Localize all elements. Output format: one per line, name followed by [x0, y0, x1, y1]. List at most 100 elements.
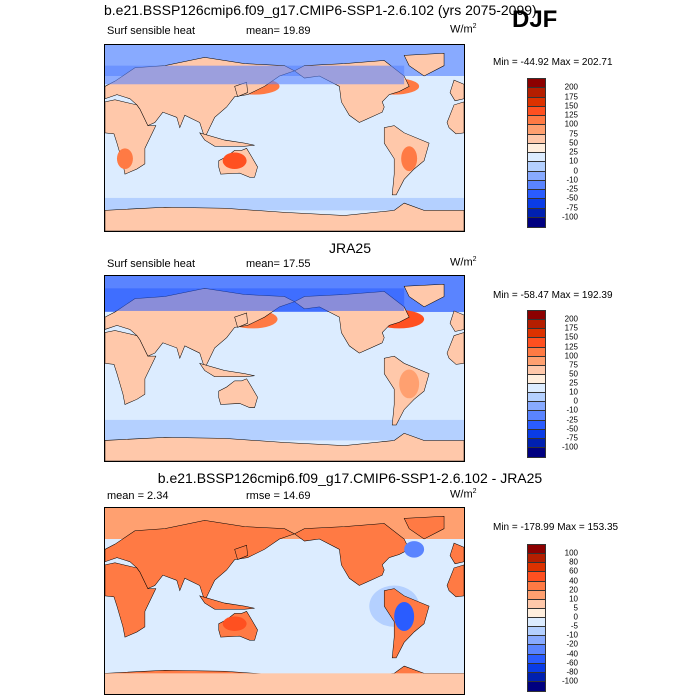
colorbar-label: 150	[564, 101, 578, 111]
colorbar-label: -10	[566, 175, 578, 185]
panel1-map	[104, 44, 465, 232]
colorbar-box	[528, 329, 545, 339]
colorbar-label: 0	[573, 166, 578, 175]
colorbar-label: 75	[569, 129, 578, 138]
panel1-colorbar-labels: 200 175 150 125 100 75 50 25 10 0 -10 -25 -50 -75 -100	[548, 78, 578, 226]
colorbar-box	[528, 162, 545, 172]
colorbar-label: -100	[561, 676, 578, 686]
colorbar-box	[528, 97, 545, 107]
colorbar-box	[528, 447, 545, 457]
colorbar-label: 125	[564, 342, 578, 351]
panel2-minmax: Min = -58.47 Max = 192.39	[493, 290, 613, 301]
colorbar-label: 100	[564, 119, 578, 129]
colorbar-label: 25	[569, 147, 578, 157]
colorbar-label: -10	[566, 630, 578, 640]
colorbar-label: 25	[569, 378, 578, 388]
panel2-colorbar	[527, 310, 546, 458]
colorbar-box	[528, 106, 545, 116]
colorbar-box	[528, 393, 545, 403]
colorbar-box	[528, 365, 545, 375]
units-text: W/m	[450, 256, 473, 269]
colorbar-label: -20	[566, 639, 578, 649]
season-label: DJF	[512, 6, 558, 33]
colorbar-label: -50	[566, 424, 578, 434]
colorbar-label: 100	[564, 548, 578, 558]
colorbar-label: -80	[566, 667, 578, 677]
colorbar-label: -25	[566, 184, 578, 194]
units-exponent: 2	[472, 488, 477, 495]
colorbar-label: -75	[566, 203, 578, 212]
colorbar-box	[528, 347, 545, 357]
colorbar-label: -75	[566, 433, 578, 443]
colorbar-label: 175	[564, 92, 578, 101]
panel1-units: W/m2	[450, 23, 477, 36]
panel2-colorbar-labels: 200 175 150 125 100 75 50 25 10 0 -10 -25 -50 -75 -100	[548, 310, 578, 456]
colorbar-box	[528, 311, 545, 321]
colorbar-box	[528, 134, 545, 144]
colorbar-box	[528, 384, 545, 394]
colorbar-box	[528, 356, 545, 366]
panel2-title: JRA25	[328, 240, 372, 256]
colorbar-label: 10	[569, 387, 578, 397]
colorbar-label: 80	[569, 557, 578, 567]
colorbar-label: 0	[573, 396, 578, 406]
panel1-colorbar	[527, 78, 546, 228]
colorbar-label: 175	[564, 323, 578, 333]
panel3-colorbar-labels: 100 80 60 40 20 10 5 0 -5 -10 -20 -40 -60 -80 -100	[548, 544, 578, 690]
panel3-colorbar	[527, 544, 546, 692]
colorbar-label: 200	[564, 82, 578, 92]
colorbar-label: -100	[561, 212, 578, 222]
colorbar-box	[528, 143, 545, 153]
colorbar-box	[528, 374, 545, 384]
panel1-variable-label: Surf sensible heat	[107, 25, 196, 37]
panel3-rmse: rmse = 14.69	[246, 490, 311, 502]
figure-title: b.e21.BSSP126cmip6.f09_g17.CMIP6-SSP1-2.…	[104, 2, 537, 18]
colorbar-box	[528, 681, 545, 691]
panel3-mean: mean = 2.34	[107, 490, 169, 502]
colorbar-label: -50	[566, 193, 578, 203]
colorbar-box	[528, 420, 545, 430]
panel3-units: W/m2	[450, 488, 477, 501]
panel2-units: W/m2	[450, 256, 477, 269]
colorbar-box	[528, 545, 545, 555]
colorbar-label: -10	[566, 405, 578, 415]
colorbar-box	[528, 429, 545, 439]
colorbar-box	[528, 88, 545, 98]
colorbar-label: -5	[570, 621, 578, 631]
colorbar-box	[528, 208, 545, 218]
colorbar-box	[528, 125, 545, 135]
colorbar-box	[528, 411, 545, 421]
colorbar-label: 125	[564, 110, 578, 120]
colorbar-box	[528, 402, 545, 412]
colorbar-label: 75	[569, 360, 578, 370]
panel2-map	[104, 275, 465, 462]
colorbar-label: 100	[564, 351, 578, 361]
panel3-title: b.e21.BSSP126cmip6.f09_g17.CMIP6-SSP1-2.…	[157, 470, 543, 486]
colorbar-box	[528, 663, 545, 673]
colorbar-box	[528, 627, 545, 637]
colorbar-box	[528, 79, 545, 89]
colorbar-box	[528, 320, 545, 330]
panel3-map	[104, 507, 465, 695]
colorbar-box	[528, 438, 545, 448]
colorbar-box	[528, 180, 545, 190]
colorbar-box	[528, 636, 545, 646]
colorbar-box	[528, 581, 545, 591]
colorbar-box	[528, 672, 545, 682]
colorbar-label: 200	[564, 314, 578, 324]
colorbar-box	[528, 153, 545, 163]
colorbar-label: 50	[569, 138, 578, 148]
colorbar-box	[528, 190, 545, 200]
units-exponent: 2	[472, 256, 477, 263]
colorbar-box	[528, 599, 545, 609]
colorbar-box	[528, 171, 545, 181]
colorbar-box	[528, 572, 545, 582]
panel2-mean: mean= 17.55	[246, 258, 311, 270]
colorbar-label: 10	[569, 594, 578, 604]
panel1-minmax: Min = -44.92 Max = 202.71	[493, 57, 613, 68]
colorbar-label: -60	[566, 658, 578, 668]
colorbar-box	[528, 618, 545, 628]
colorbar-label: -25	[566, 415, 578, 424]
colorbar-box	[528, 608, 545, 618]
